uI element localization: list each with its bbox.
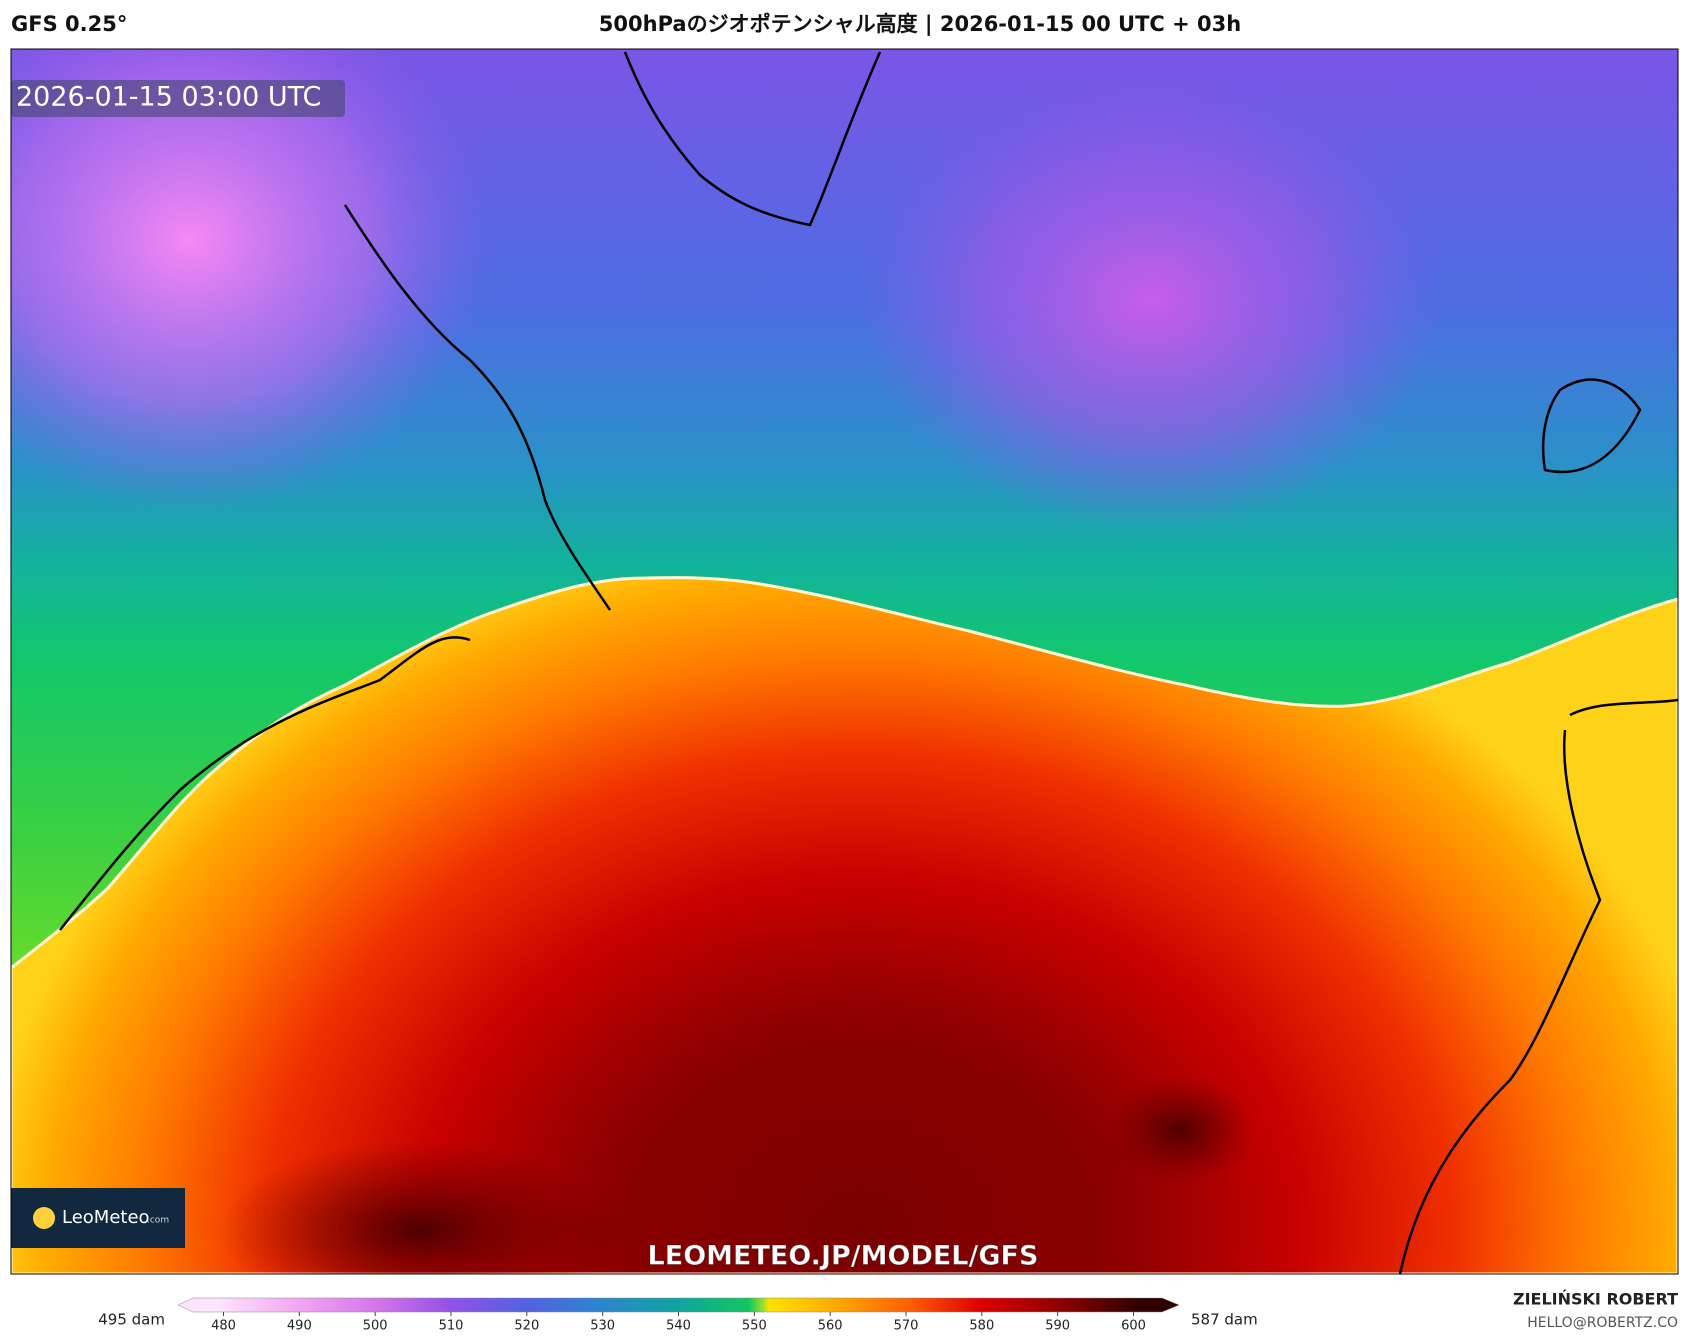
model-name: GFS 0.25° [11,12,127,36]
colorbar-tick-label: 580 [969,1319,994,1334]
low-pressure [860,70,1440,530]
map-frame [10,48,1679,1275]
email: HELLO@ROBERTZ.CO [1527,1315,1678,1331]
colorbar-tick-label: 540 [666,1319,691,1334]
field-warm [11,576,1678,1274]
colorbar-tick-label: 480 [211,1319,236,1334]
high-core [1105,1075,1255,1185]
watermark: LEOMETEO.JP/MODEL/GFS [648,1241,1039,1272]
colorbar-tick-label: 600 [1121,1319,1146,1334]
colorbar-tick-label: 520 [514,1319,539,1334]
colorbar-tick-label: 570 [894,1319,919,1334]
coastlines [59,51,1678,1274]
logo-name: LeoMeteo [62,1207,150,1228]
logo-sun [33,1207,55,1229]
colorbar-tick-label: 490 [287,1319,312,1334]
timestamp: 2026-01-15 03:00 UTC [16,82,321,113]
colorbar-tick-label: 560 [818,1319,843,1334]
colorbar [177,1297,1180,1313]
colorbar-tick-label: 590 [1045,1319,1070,1334]
colorbar-tick-label: 550 [742,1319,767,1334]
min-label: 495 dam [98,1311,165,1329]
low-pressure [11,49,490,510]
colorbar-tick-label: 510 [439,1319,464,1334]
high-core [220,1140,620,1274]
max-label: 587 dam [1191,1311,1258,1329]
colorbar-tick-label: 500 [363,1319,388,1334]
timestamp-box [11,80,345,117]
author: ZIELIŃSKI ROBERT [1513,1290,1678,1309]
map-title: 500hPaのジオポテンシャル高度 | 2026-01-15 00 UTC + … [599,12,1241,37]
colorbar-tick-label: 530 [590,1319,615,1334]
logo-suffix: .com [147,1216,169,1226]
